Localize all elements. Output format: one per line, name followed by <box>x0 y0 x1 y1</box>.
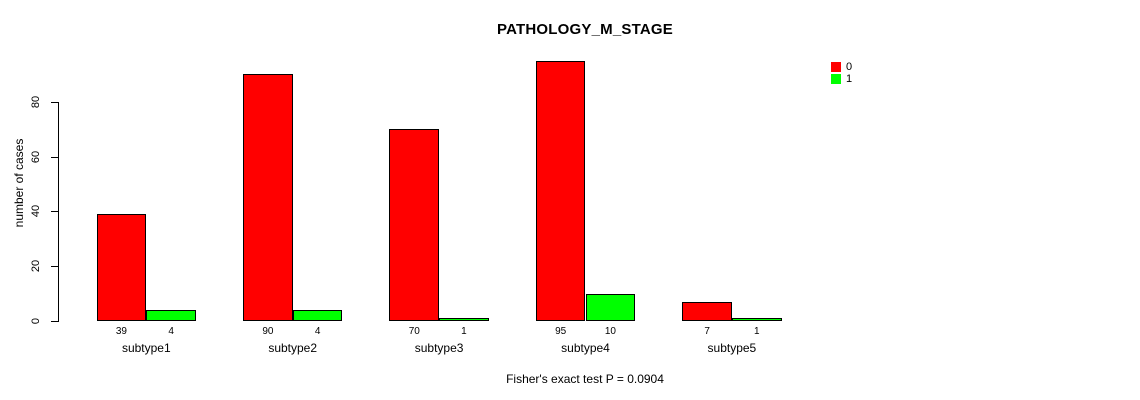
legend-item: 0 <box>831 61 853 73</box>
legend-item: 1 <box>831 73 853 85</box>
y-tick <box>51 266 58 267</box>
bar-value-label: 7 <box>704 326 710 337</box>
legend-swatch <box>831 62 841 72</box>
bar-value-label: 10 <box>604 326 616 337</box>
bar-value-label: 70 <box>408 326 420 337</box>
bar-value-label: 39 <box>115 326 127 337</box>
bar <box>682 301 732 321</box>
bar-value-label: 1 <box>754 326 760 337</box>
legend-label: 1 <box>846 73 853 85</box>
x-category-label: subtype4 <box>561 341 610 355</box>
bar <box>96 214 147 321</box>
y-tick <box>51 102 58 103</box>
bar <box>389 129 440 321</box>
x-category-label: subtype5 <box>707 341 757 355</box>
bar-value-label: 1 <box>461 326 467 337</box>
legend-label: 0 <box>846 61 853 73</box>
bar-value-label: 90 <box>262 326 274 337</box>
x-category-label: subtype1 <box>121 341 171 355</box>
bar <box>292 310 343 321</box>
bar-value-label: 4 <box>314 326 321 337</box>
bar <box>243 74 293 321</box>
bar <box>731 317 782 321</box>
bar <box>535 60 586 321</box>
bar <box>439 317 489 321</box>
y-tick-label: 80 <box>30 95 42 109</box>
y-tick <box>51 211 58 212</box>
bar <box>146 310 196 321</box>
legend-swatch <box>831 74 841 84</box>
y-axis-line <box>58 102 59 322</box>
x-category-label: subtype3 <box>414 341 464 355</box>
bar-value-label: 95 <box>555 326 567 337</box>
chart-title: PATHOLOGY_M_STAGE <box>497 21 673 38</box>
y-tick-label: 20 <box>30 259 42 273</box>
bar <box>585 293 636 321</box>
bar-value-label: 4 <box>168 326 174 337</box>
y-tick <box>51 157 58 158</box>
x-category-label: subtype2 <box>268 341 318 355</box>
y-tick-label: 0 <box>30 317 42 325</box>
y-tick <box>51 321 58 322</box>
y-tick-label: 40 <box>30 204 42 218</box>
footnote: Fisher's exact test P = 0.0904 <box>506 372 664 386</box>
y-tick-label: 60 <box>30 150 42 164</box>
